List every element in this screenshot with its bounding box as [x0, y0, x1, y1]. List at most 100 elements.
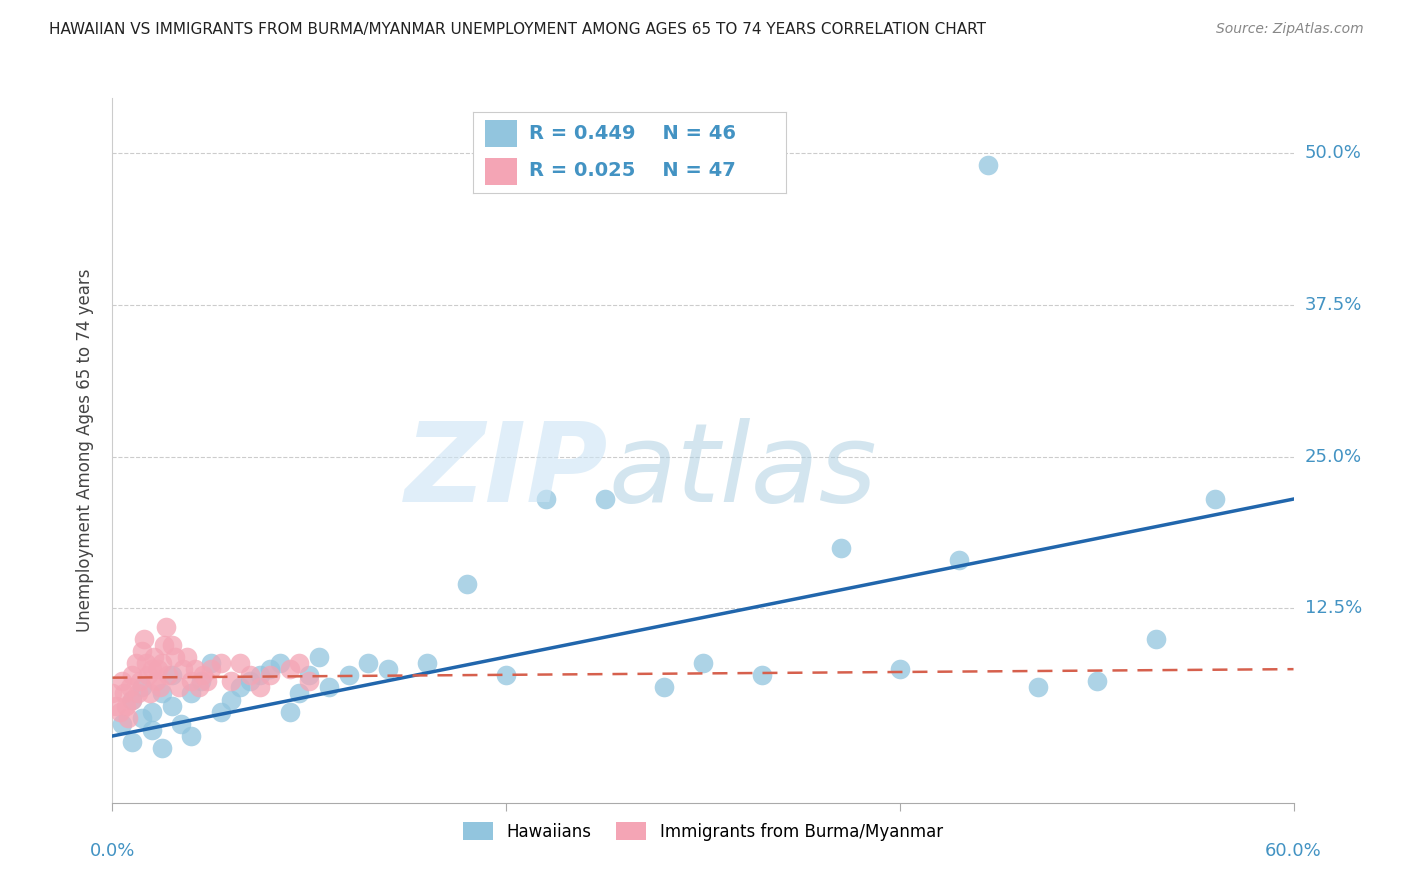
Text: 0.0%: 0.0% [90, 842, 135, 860]
Point [229, 656, 252, 670]
Point [141, 723, 163, 737]
Point [111, 674, 134, 689]
Point [176, 650, 198, 665]
Point [239, 674, 262, 689]
Point [127, 686, 149, 700]
Point [278, 662, 301, 676]
Point [142, 650, 165, 665]
Y-axis label: Unemployment Among Ages 65 to 74 years: Unemployment Among Ages 65 to 74 years [76, 268, 94, 632]
Point [298, 674, 321, 689]
Point [209, 656, 232, 670]
Point [751, 668, 773, 682]
Point [288, 686, 311, 700]
Legend: Hawaiians, Immigrants from Burma/Myanmar: Hawaiians, Immigrants from Burma/Myanmar [457, 816, 949, 847]
Text: 50.0%: 50.0% [1305, 144, 1361, 161]
Text: 25.0%: 25.0% [1305, 448, 1362, 466]
Point [219, 674, 242, 689]
Point [416, 656, 439, 670]
Point [136, 668, 159, 682]
Point [117, 711, 139, 725]
Point [269, 656, 291, 670]
Point [239, 668, 262, 682]
Point [229, 681, 252, 695]
Point [141, 705, 163, 719]
Text: 60.0%: 60.0% [1265, 842, 1322, 860]
Point [219, 692, 242, 706]
Point [110, 705, 132, 719]
Point [337, 668, 360, 682]
Text: ZIP: ZIP [405, 418, 609, 525]
Point [200, 662, 222, 676]
Point [200, 656, 222, 670]
Point [249, 681, 271, 695]
Point [288, 656, 311, 670]
Point [1204, 491, 1226, 506]
Text: Source: ZipAtlas.com: Source: ZipAtlas.com [1216, 22, 1364, 37]
Point [184, 662, 207, 676]
Point [948, 553, 970, 567]
Point [121, 692, 143, 706]
Point [977, 158, 1000, 172]
Point [652, 681, 675, 695]
Point [298, 668, 321, 682]
Point [101, 686, 124, 700]
Point [278, 705, 301, 719]
Point [132, 632, 155, 646]
Point [889, 662, 911, 676]
Point [105, 698, 128, 713]
Point [156, 668, 179, 682]
Point [692, 656, 714, 670]
Point [121, 735, 143, 749]
Point [259, 668, 281, 682]
Point [534, 491, 557, 506]
Point [111, 716, 134, 731]
Point [120, 681, 142, 695]
Point [115, 698, 138, 713]
Point [146, 662, 169, 676]
Text: atlas: atlas [609, 418, 877, 525]
Point [190, 674, 212, 689]
Point [170, 716, 193, 731]
Point [149, 681, 172, 695]
Point [180, 729, 202, 743]
Point [830, 541, 852, 555]
Point [165, 650, 187, 665]
Text: 12.5%: 12.5% [1305, 599, 1362, 617]
Point [357, 656, 380, 670]
Point [112, 686, 135, 700]
Point [188, 681, 211, 695]
Point [160, 638, 183, 652]
Point [209, 705, 232, 719]
Text: HAWAIIAN VS IMMIGRANTS FROM BURMA/MYANMAR UNEMPLOYMENT AMONG AGES 65 TO 74 YEARS: HAWAIIAN VS IMMIGRANTS FROM BURMA/MYANMA… [49, 22, 986, 37]
Point [1085, 674, 1108, 689]
Point [131, 681, 153, 695]
Point [180, 686, 202, 700]
Point [160, 668, 183, 682]
Point [191, 668, 214, 682]
Point [131, 711, 153, 725]
Point [456, 577, 478, 591]
Point [150, 656, 173, 670]
Text: 37.5%: 37.5% [1305, 295, 1362, 314]
Point [155, 619, 177, 633]
Point [150, 741, 173, 756]
Point [308, 650, 330, 665]
Point [593, 491, 616, 506]
Point [318, 681, 340, 695]
Point [152, 638, 174, 652]
Point [259, 662, 281, 676]
Point [1026, 681, 1049, 695]
Point [141, 662, 163, 676]
Point [169, 681, 191, 695]
Point [129, 674, 152, 689]
Point [139, 686, 162, 700]
Point [150, 686, 173, 700]
Point [160, 698, 183, 713]
Point [131, 644, 153, 658]
Point [195, 674, 218, 689]
Point [377, 662, 399, 676]
Point [180, 674, 202, 689]
Point [145, 674, 167, 689]
Point [495, 668, 517, 682]
Point [135, 656, 157, 670]
